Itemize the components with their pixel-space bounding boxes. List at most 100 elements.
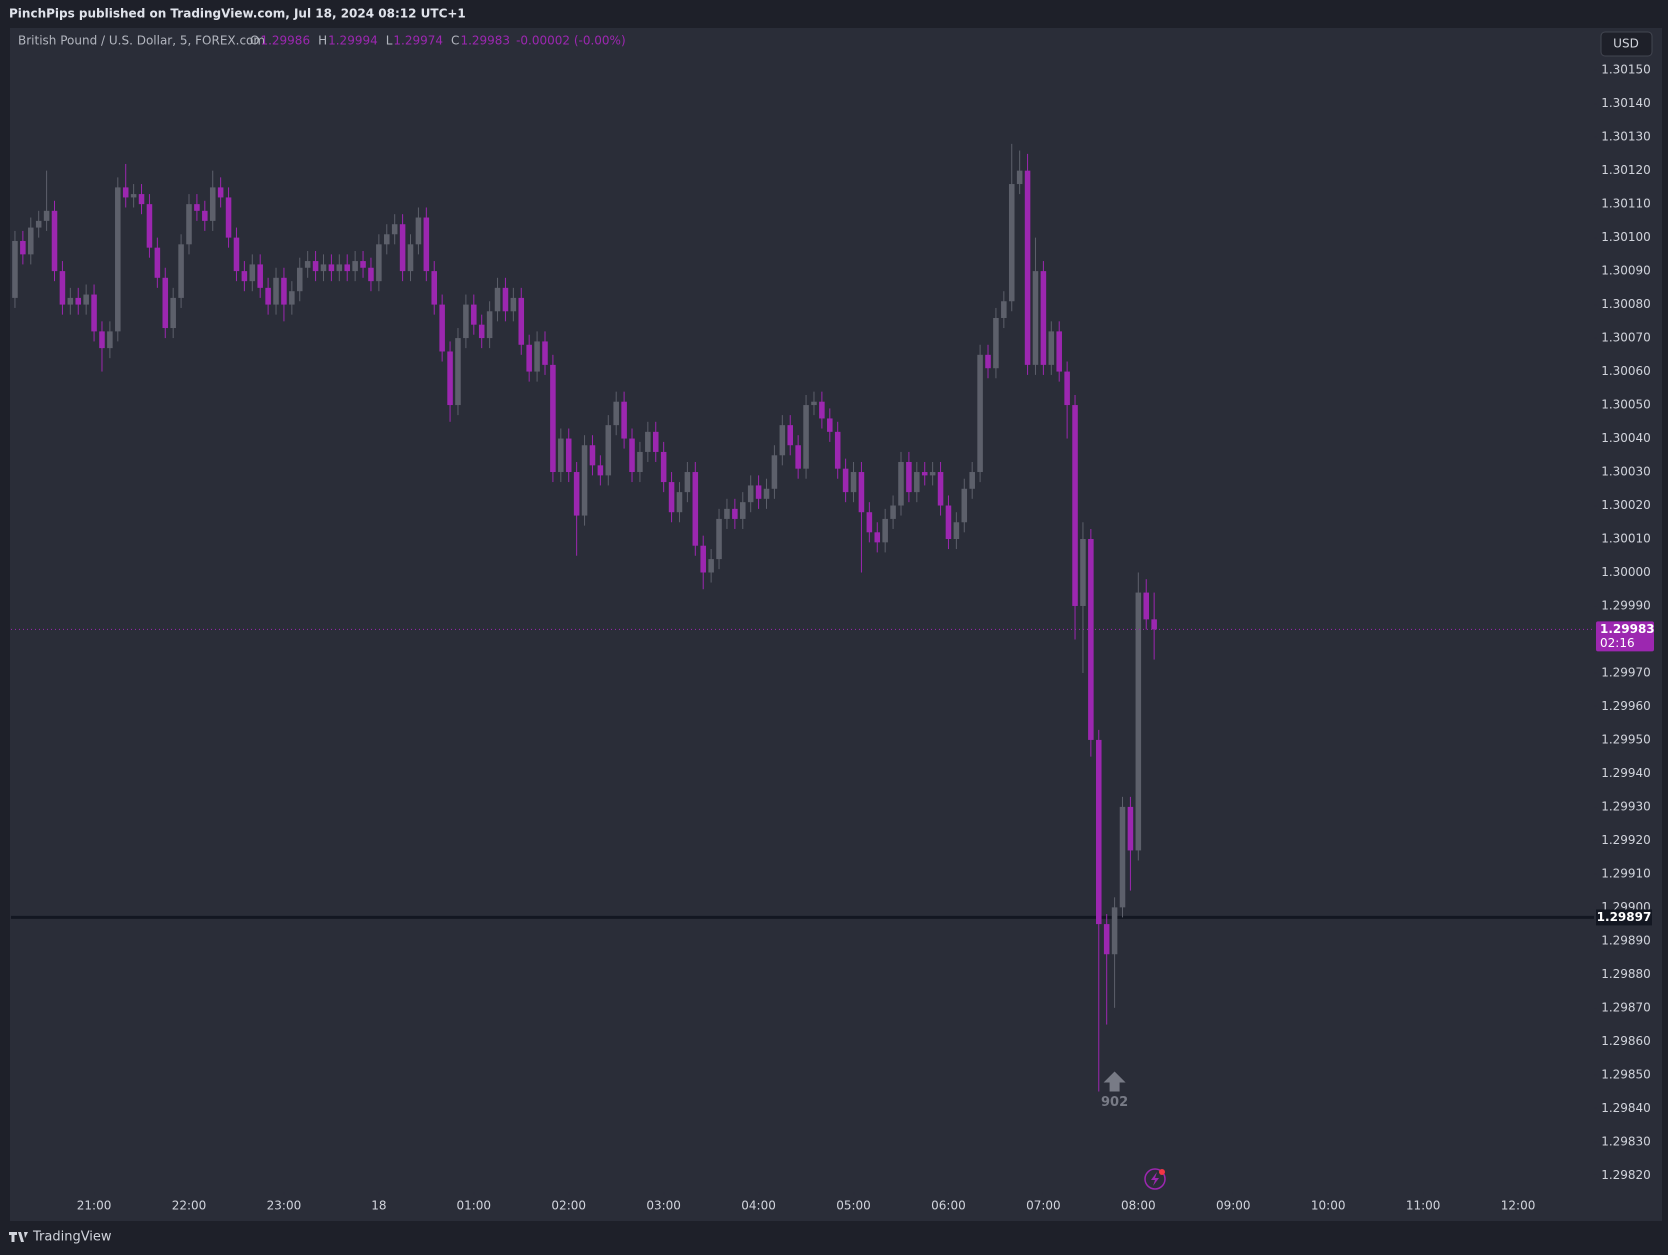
legend-key: H: [318, 34, 327, 48]
candle-body: [439, 304, 445, 352]
candle-body: [605, 425, 612, 476]
candle-body: [937, 472, 944, 506]
footer-brand: TradingView: [32, 1230, 112, 1245]
x-tick-label: 07:00: [1026, 1199, 1061, 1213]
candle-body: [122, 187, 129, 198]
y-tick-label: 1.30150: [1601, 63, 1651, 77]
logo-icon: [9, 1232, 28, 1242]
candle-body: [233, 237, 240, 272]
candle-body: [1088, 539, 1094, 740]
candle-body: [787, 425, 794, 446]
candle-body: [542, 341, 548, 365]
candle-body: [67, 297, 74, 305]
candle-body: [526, 344, 532, 372]
candle-body: [320, 264, 327, 272]
y-tick-label: 1.30030: [1601, 465, 1651, 479]
candle-body: [747, 485, 754, 503]
candle-body: [154, 247, 161, 278]
candle-body: [969, 472, 975, 489]
candle-body: [771, 455, 778, 489]
currency-button[interactable]: [1600, 31, 1653, 57]
footer-logo: [9, 1232, 28, 1242]
x-tick-label: 23:00: [267, 1199, 302, 1213]
y-tick-label: 1.30140: [1601, 96, 1651, 110]
candle-body: [740, 502, 746, 519]
last-price-label: 1.29983: [1600, 622, 1655, 636]
candle-body: [1119, 806, 1126, 908]
candle-body: [613, 401, 619, 426]
candle-body: [249, 264, 256, 282]
candle-body: [384, 234, 390, 245]
x-tick-label: 06:00: [931, 1199, 966, 1213]
candle-body: [225, 197, 232, 238]
candle-body: [676, 492, 683, 513]
candle-body: [296, 267, 303, 292]
horizontal-line-tag: [1596, 909, 1652, 926]
candle-body: [637, 451, 643, 473]
x-tick-label: 08:00: [1121, 1199, 1156, 1213]
candle-body: [336, 264, 343, 272]
candle-body: [1064, 371, 1070, 406]
candle-body: [898, 461, 904, 506]
candle-body: [1001, 301, 1007, 318]
legend-value: 1.29983: [460, 34, 510, 48]
candle-body: [842, 468, 849, 493]
candle-body: [811, 401, 817, 406]
candle-body: [494, 287, 501, 312]
candle-body: [581, 445, 588, 516]
candle-body: [146, 204, 153, 248]
candle-body: [1095, 739, 1102, 925]
y-tick-label: 1.30060: [1601, 364, 1651, 378]
x-tick-label: 03:00: [646, 1199, 681, 1213]
x-tick-label: 21:00: [77, 1199, 112, 1213]
candle-body: [700, 545, 706, 573]
candle-body: [447, 351, 453, 406]
y-tick-label: 1.30080: [1601, 297, 1651, 311]
currency-label[interactable]: USD: [1613, 37, 1639, 51]
candle-body: [51, 210, 58, 272]
candle-body: [455, 338, 461, 406]
candle-body: [795, 445, 801, 469]
alert-dot[interactable]: [1159, 1169, 1165, 1175]
candle-body: [921, 472, 928, 476]
candle-body: [312, 261, 319, 272]
legend-value: 1.29974: [393, 34, 443, 48]
y-tick-label: 1.29820: [1601, 1168, 1651, 1182]
candle-body: [423, 217, 430, 272]
y-tick-label: 1.30110: [1601, 197, 1651, 211]
candle-body: [463, 304, 469, 339]
candle-body: [352, 261, 358, 272]
candle-body: [1072, 405, 1078, 606]
alert-icon[interactable]: [1144, 1168, 1166, 1190]
candle-body: [708, 559, 714, 573]
candle-body: [1032, 271, 1039, 365]
candle-body: [977, 354, 983, 473]
candle-body: [83, 294, 89, 305]
candle-body: [1040, 271, 1047, 365]
candle-body: [914, 472, 920, 493]
y-tick-label: 1.30120: [1601, 163, 1651, 177]
y-tick-label: 1.29990: [1601, 598, 1651, 612]
candle-body: [407, 244, 414, 272]
y-tick-label: 1.29880: [1601, 967, 1651, 981]
candle-body: [1016, 170, 1023, 185]
alert-bolt[interactable]: [1151, 1172, 1159, 1186]
annotation-arrow: [1103, 1071, 1126, 1092]
candle-body: [502, 287, 509, 312]
candle-body: [993, 317, 999, 369]
x-tick-label: 02:00: [551, 1199, 586, 1213]
candle-body: [209, 187, 216, 221]
candle-body: [1103, 924, 1110, 955]
y-tick-label: 1.29830: [1601, 1134, 1651, 1148]
candle-body: [850, 472, 857, 493]
candle-body: [162, 277, 169, 329]
y-tick-label: 1.30020: [1601, 498, 1651, 512]
candles: [12, 143, 1157, 1092]
candle-body: [668, 482, 675, 513]
candle-body: [953, 522, 960, 540]
y-tick-label: 1.30000: [1601, 565, 1651, 579]
candle-body: [660, 451, 667, 483]
y-tick-label: 1.29940: [1601, 766, 1651, 780]
candle-body: [724, 508, 730, 519]
